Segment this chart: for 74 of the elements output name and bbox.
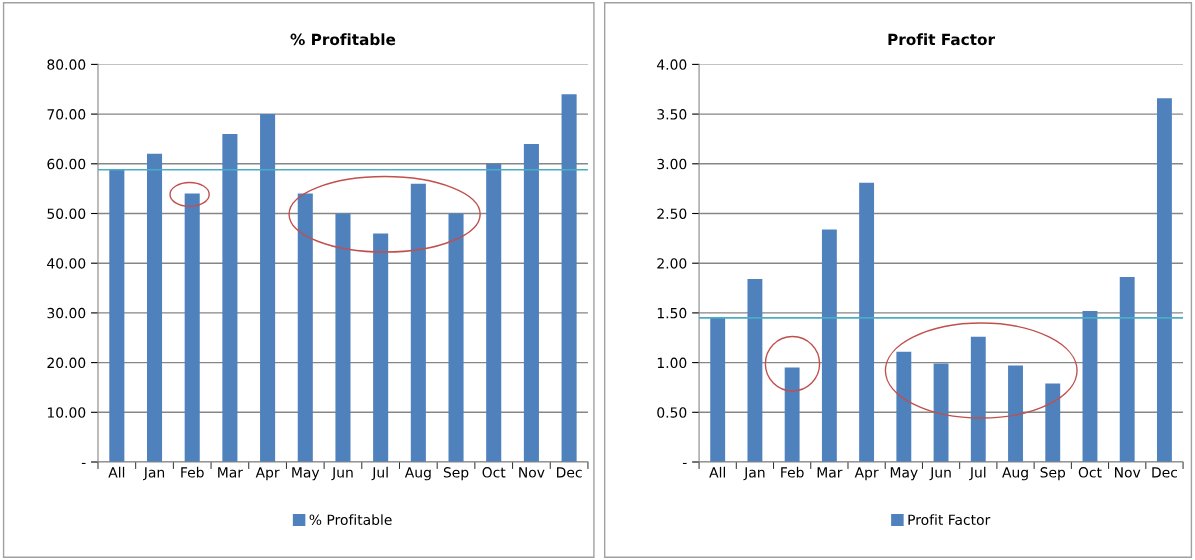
x-tick-label: Nov [1115, 467, 1141, 478]
x-tick-label: Mar [218, 467, 243, 478]
legend-label: Profit Factor [908, 514, 991, 526]
x-tick-label: Sep [443, 467, 469, 481]
x-tick-label: Jan [743, 467, 765, 481]
bar [260, 114, 276, 462]
x-tick-label: Apr [255, 467, 280, 481]
bar [1156, 98, 1172, 462]
bar [448, 213, 464, 462]
x-tick-label: May [292, 467, 320, 481]
bar [933, 363, 949, 462]
y-tick-label: 80.00 [47, 59, 86, 70]
bar [859, 182, 875, 462]
y-tick-label: 40.00 [47, 258, 86, 269]
x-tick-label: Oct [1078, 467, 1102, 478]
x-tick-label: Jul [969, 466, 986, 481]
bar [184, 193, 200, 462]
x-tick-label: May [890, 467, 918, 481]
bar [970, 336, 986, 462]
x-tick-label: Feb [781, 466, 804, 478]
bar [486, 163, 502, 462]
y-tick-label: 0.50 [657, 407, 687, 418]
bar [335, 213, 351, 462]
y-tick-label: 70.00 [47, 109, 86, 120]
y-tick-label: - [81, 462, 86, 465]
x-tick-label: Jul [371, 466, 388, 481]
bar [784, 367, 800, 462]
x-tick-label: Sep [1040, 467, 1066, 481]
bar [747, 279, 763, 462]
x-tick-label: All [108, 466, 125, 478]
bar [896, 351, 912, 462]
y-tick-label: 1.00 [657, 357, 687, 369]
x-tick-label: Jun [929, 467, 951, 481]
y-tick-label: 4.00 [657, 59, 687, 70]
y-tick-label: 50.00 [47, 208, 86, 219]
y-tick-label: 20.00 [47, 357, 86, 369]
bar [821, 229, 837, 462]
y-tick-label: 30.00 [47, 307, 86, 319]
bar [373, 233, 389, 462]
x-tick-label: Jan [143, 467, 165, 481]
x-tick-label: Oct [482, 467, 506, 478]
bar [410, 183, 426, 462]
x-tick-label: Aug [404, 467, 431, 481]
x-tick-label: Feb [181, 466, 204, 478]
y-tick-label: 2.00 [657, 258, 687, 269]
bar [297, 193, 313, 462]
x-tick-label: Jun [331, 467, 353, 481]
x-tick-label: Dec [557, 467, 582, 478]
legend-label: % Profitable [309, 514, 392, 526]
bar [561, 94, 577, 462]
x-tick-label: All [709, 466, 725, 478]
chart-title: Profit Factor [888, 33, 996, 46]
bar [109, 169, 125, 462]
y-tick-label: 2.50 [657, 208, 687, 219]
x-tick-label: Apr [854, 467, 879, 481]
bar [1119, 277, 1135, 462]
x-tick-label: Nov [519, 467, 545, 478]
y-tick-label: 3.00 [657, 158, 687, 170]
x-tick-label: Aug [1002, 467, 1028, 481]
x-tick-label: Mar [817, 467, 843, 478]
y-tick-label: 1.50 [657, 307, 687, 319]
y-tick-label: 3.50 [657, 109, 687, 120]
bar [710, 317, 726, 462]
y-tick-label: 10.00 [47, 407, 86, 418]
bar [1045, 383, 1061, 462]
bar [222, 133, 238, 462]
bar [1008, 365, 1023, 462]
y-tick-label: - [682, 462, 687, 465]
bar [146, 153, 163, 462]
y-tick-label: 60.00 [47, 158, 86, 170]
bar [523, 143, 539, 462]
x-tick-label: Dec [1152, 467, 1178, 478]
bar [1082, 310, 1098, 462]
chart-title: % Profitable [290, 33, 396, 46]
